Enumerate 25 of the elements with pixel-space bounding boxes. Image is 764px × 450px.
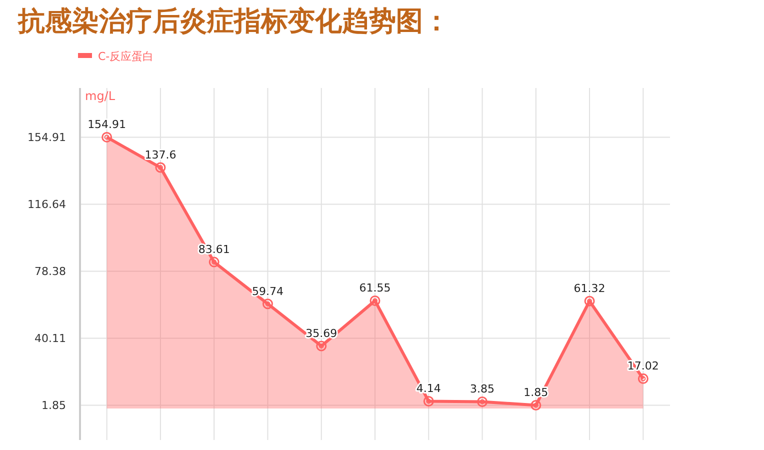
- point: [423, 396, 434, 406]
- point: [584, 296, 595, 306]
- data-label: 61.55: [359, 282, 391, 295]
- data-label: 59.74: [252, 284, 284, 298]
- point: [102, 132, 112, 142]
- point: [155, 162, 166, 173]
- data-label: 61.32: [574, 282, 606, 296]
- point: [262, 298, 273, 310]
- y-axis-title: mg/L: [85, 89, 116, 103]
- data-label: 137.6: [144, 148, 176, 162]
- y-tick-label: 40.11: [34, 332, 66, 346]
- y-tick-label: 154.91: [28, 131, 66, 144]
- y-tick-label: 116.64: [28, 198, 66, 212]
- point: [638, 373, 648, 384]
- point: [530, 400, 542, 410]
- data-label: 3.85: [470, 382, 495, 396]
- legend-label: C-反应蛋白: [98, 50, 154, 63]
- point: [370, 295, 380, 306]
- point: [316, 340, 327, 352]
- point: [477, 396, 488, 407]
- chart-title: 抗感染治疗后炎症指标变化趋势图：: [17, 6, 450, 37]
- data-label: 154.91: [88, 118, 126, 132]
- point: [208, 256, 220, 268]
- y-tick-label: 1.85: [42, 399, 66, 412]
- y-tick-label: 78.38: [34, 265, 66, 278]
